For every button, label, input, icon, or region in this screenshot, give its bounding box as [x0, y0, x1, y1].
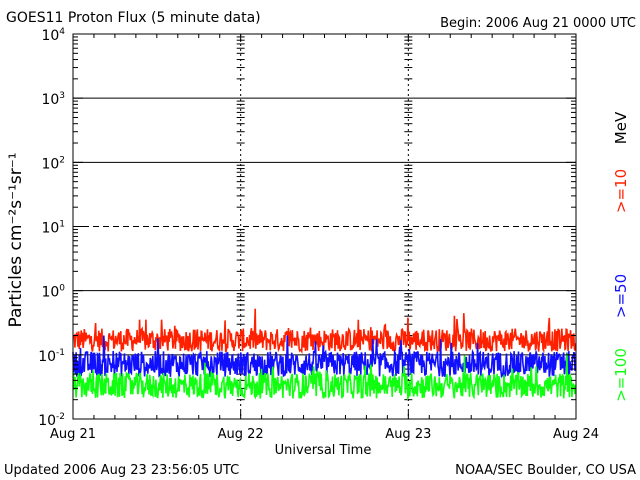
grid-lines [73, 97, 576, 356]
y-tick-label: 100 [41, 284, 65, 301]
y-axis-label: Particles cm⁻²s⁻¹sr⁻¹ [6, 152, 26, 327]
x-tick-label: Aug 22 [218, 427, 264, 442]
legend-label: >=50 [612, 274, 630, 318]
y-tick-label: 10-2 [38, 412, 65, 429]
legend-label: >=10 [612, 169, 630, 213]
series-line [72, 308, 577, 355]
legend: MeV >=10 >=50 >=100 [612, 111, 630, 402]
series-line [72, 335, 577, 379]
y-tick-label: 104 [41, 27, 65, 44]
x-axis-label: Universal Time [275, 443, 372, 458]
series-line [72, 353, 577, 402]
updated-timestamp: Updated 2006 Aug 23 23:56:05 UTC [4, 463, 239, 478]
chart-title: GOES11 Proton Flux (5 minute data) [6, 10, 261, 26]
y-axis-ticks: 104 103 102 101 100 10-1 10-2 [38, 27, 576, 429]
legend-label: MeV [612, 111, 630, 144]
y-tick-label: 103 [41, 91, 65, 108]
x-tick-label: Aug 23 [385, 427, 431, 442]
y-tick-label: 102 [41, 155, 65, 172]
series-lines [72, 308, 577, 402]
x-axis-ticks: Aug 21 Aug 22 Aug 23 Aug 24 [50, 34, 599, 442]
y-tick-label: 10-1 [38, 348, 65, 365]
x-tick-label: Aug 21 [50, 427, 96, 442]
begin-time-label: Begin: 2006 Aug 21 0000 UTC [440, 16, 636, 31]
x-tick-label: Aug 24 [553, 427, 599, 442]
legend-label: >=100 [612, 348, 630, 402]
credit-label: NOAA/SEC Boulder, CO USA [455, 463, 636, 478]
y-tick-label: 101 [41, 220, 65, 237]
